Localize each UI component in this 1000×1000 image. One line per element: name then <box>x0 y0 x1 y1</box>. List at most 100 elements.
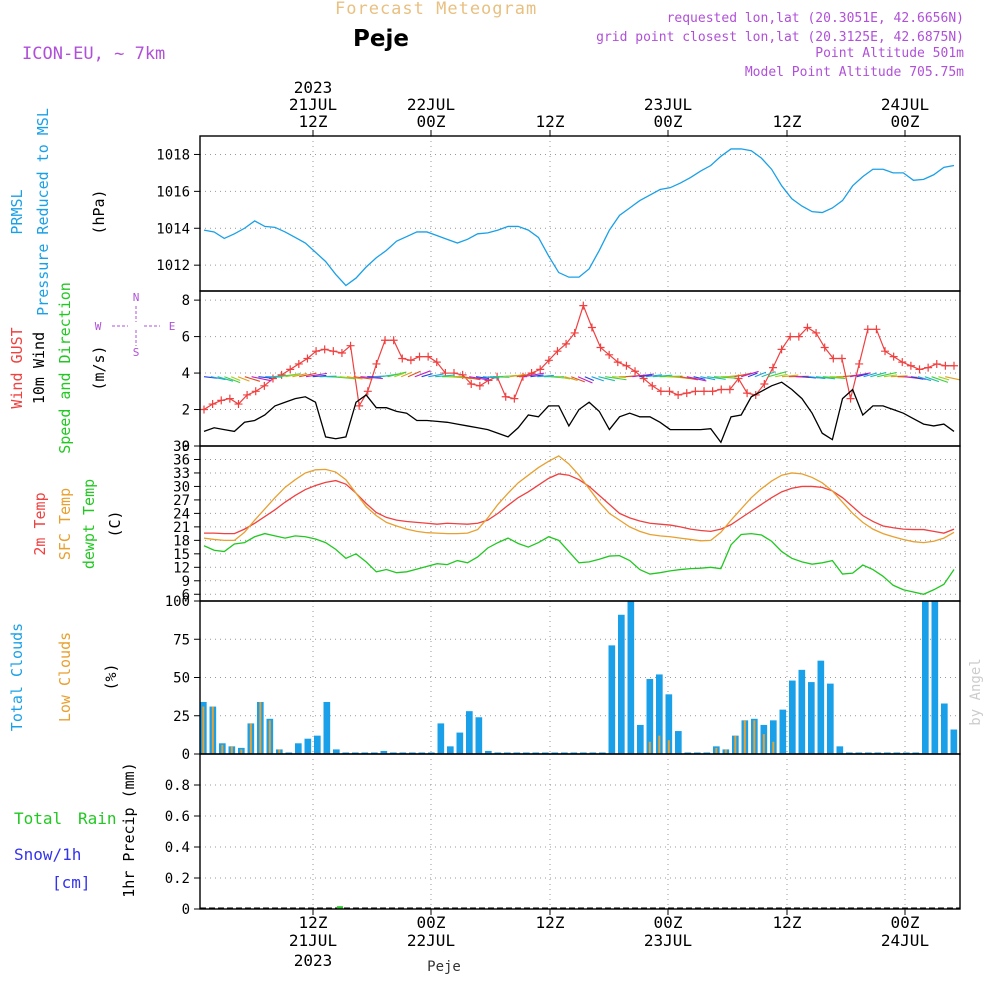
total-cloud-bar <box>314 735 321 754</box>
total-cloud-bar <box>941 703 948 754</box>
wind-direction-arrow <box>815 376 836 380</box>
gust-point <box>837 354 846 363</box>
total-cloud-bar <box>504 752 511 754</box>
total-clouds-label: Total Clouds <box>8 623 26 731</box>
total-cloud-bar <box>342 752 350 754</box>
gust-point <box>200 405 208 414</box>
wind-direction-arrow <box>571 376 585 383</box>
low-cloud-bar <box>278 749 281 754</box>
wind-direction-arrow <box>883 374 898 378</box>
gust-point <box>372 359 381 368</box>
ytick-label-temp: 18 <box>173 533 190 549</box>
wind-direction-arrow <box>707 376 726 380</box>
gust-point <box>450 369 458 378</box>
temp-2m-label: 2m Temp <box>31 492 49 555</box>
date-label-top: 21JUL <box>289 95 337 114</box>
total-cloud-bar <box>874 752 882 754</box>
total-rain-label: Total <box>14 809 62 828</box>
wind-direction-arrow <box>299 372 317 378</box>
gust-point <box>320 345 329 354</box>
low-cloud-bar <box>753 720 756 754</box>
gust-point <box>467 380 476 388</box>
time-label-bottom: 12Z <box>773 913 802 932</box>
gust-point <box>855 359 864 368</box>
low-cloud-bar <box>240 749 243 754</box>
wind-direction-arrow <box>781 374 799 378</box>
wind-direction-arrow <box>911 376 924 380</box>
gust-point <box>898 358 907 367</box>
total-cloud-bar <box>399 752 407 754</box>
total-cloud-bar <box>627 601 635 754</box>
total-cloud-bar <box>893 752 901 754</box>
gust-point <box>389 336 398 345</box>
gust-point <box>596 343 605 352</box>
wind-direction-arrow <box>387 371 407 378</box>
time-label-top: 12Z <box>536 112 565 131</box>
gust-point <box>906 361 915 370</box>
gust-point <box>863 325 872 334</box>
gust-point <box>682 389 691 398</box>
snow-label: Snow/1h <box>14 845 81 864</box>
gust-point <box>700 387 708 396</box>
total-cloud-bar <box>665 694 673 754</box>
wind-direction-arrow <box>530 374 544 378</box>
low-cloud-bar <box>667 740 670 754</box>
gust-point <box>777 345 786 354</box>
wind-direction-arrow <box>537 374 554 378</box>
compass-rose-icon <box>112 306 160 346</box>
total-cloud-bar <box>684 752 692 754</box>
wind-direction-arrow <box>761 371 776 378</box>
temp-2m-line <box>204 473 955 535</box>
low-cloud-bar <box>249 723 252 754</box>
total-cloud-bar <box>285 752 293 754</box>
wind-direction-arrow <box>741 370 759 378</box>
gust-point <box>794 332 803 341</box>
ytick-label-wind: 0 <box>182 439 190 455</box>
ytick-label-precip: 0.2 <box>165 871 190 887</box>
time-label-bottom: 12Z <box>536 913 565 932</box>
gust-point <box>312 347 321 356</box>
gust-point <box>277 370 286 379</box>
time-label-bottom: 12Z <box>299 913 328 932</box>
gust-point <box>260 381 269 390</box>
gust-point <box>829 354 838 363</box>
gust-point <box>613 358 622 367</box>
gust-point <box>475 381 484 390</box>
ytick-label-temp: 9 <box>182 574 190 590</box>
wind-direction-arrow <box>863 372 877 378</box>
low-cloud-bar <box>724 749 727 754</box>
wind-direction-arrow <box>482 376 500 379</box>
total-cloud-bar <box>950 729 958 754</box>
ytick-label-temp: 6 <box>182 587 190 603</box>
wind-direction-arrow <box>210 376 226 381</box>
total-cloud-bar <box>523 752 530 754</box>
gust-point <box>717 385 726 394</box>
gust-point <box>415 352 424 361</box>
ytick-label-clouds: 100 <box>165 594 190 610</box>
total-cloud-bar <box>532 752 540 754</box>
total-cloud-bar <box>371 752 378 754</box>
location-title: Peje <box>353 26 409 52</box>
gust-point <box>234 400 243 409</box>
ytick-label-temp: 39 <box>173 439 190 455</box>
total-cloud-bar <box>390 752 397 754</box>
wind-direction-arrow <box>768 371 787 378</box>
total-cloud-bar <box>865 752 872 754</box>
total-cloud-bar <box>380 750 388 754</box>
gust-point <box>768 363 777 372</box>
wind-direction-arrow <box>557 376 571 380</box>
time-label-bottom: 00Z <box>891 913 920 932</box>
wind-direction-arrow <box>414 370 431 378</box>
wind-direction-arrow <box>475 376 490 380</box>
wind-direction-arrow <box>516 372 535 378</box>
total-cloud-bar <box>608 645 616 754</box>
total-cloud-bar <box>846 752 853 754</box>
total-cloud-bar <box>551 752 559 754</box>
rain-label: Rain <box>78 809 117 828</box>
total-cloud-bar <box>912 752 920 754</box>
date-label-top: 22JUL <box>407 95 455 114</box>
wind-direction-arrow <box>849 372 871 378</box>
gust-point <box>544 356 553 365</box>
gust-point <box>303 354 312 363</box>
wind-direction-arrow <box>693 376 706 380</box>
